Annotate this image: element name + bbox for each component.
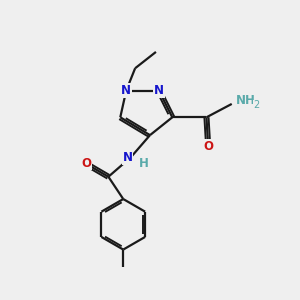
Text: NH: NH bbox=[236, 94, 256, 107]
Text: 2: 2 bbox=[254, 100, 260, 110]
Text: O: O bbox=[81, 157, 91, 170]
Text: N: N bbox=[154, 84, 164, 97]
Text: O: O bbox=[203, 140, 213, 153]
Text: N: N bbox=[123, 151, 133, 164]
Text: N: N bbox=[121, 84, 131, 97]
Text: H: H bbox=[139, 157, 149, 170]
